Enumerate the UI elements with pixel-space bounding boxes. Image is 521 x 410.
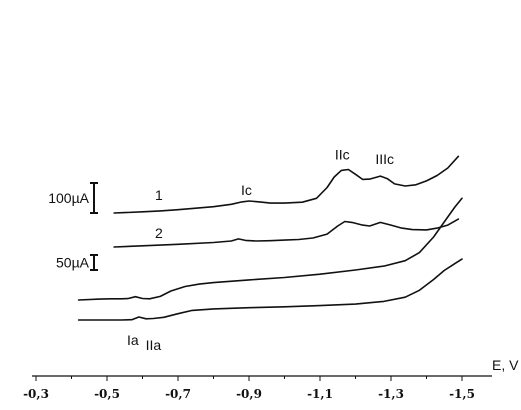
x-tick-label: -0,9 <box>236 387 262 401</box>
curve-label-2: 2 <box>155 225 163 241</box>
annotations-group: Ic IIc IIIc Ia IIa <box>127 147 394 353</box>
series-line-4 <box>77 258 463 321</box>
peak-label-iia: IIa <box>146 337 162 353</box>
x-axis: E, V -0,3 -0,5 -0,7 -0,9 -1,1 -1,3 -1,5 <box>23 357 519 401</box>
scale-bars-group: 100µA 50µA <box>48 182 98 271</box>
series-line-2 <box>113 218 460 248</box>
scale-bar-label-1: 100µA <box>48 190 89 206</box>
curve-label-1: 1 <box>155 187 163 203</box>
series-line-1 <box>113 155 460 214</box>
peak-label-ia: Ia <box>127 332 139 348</box>
x-tick-label: -1,3 <box>378 387 404 401</box>
x-tick-label: -0,5 <box>94 387 120 401</box>
x-tick-label: -1,5 <box>449 387 475 401</box>
x-tick-label: -0,3 <box>23 387 49 401</box>
x-tick-label: -0,7 <box>165 387 191 401</box>
x-axis-title: E, V <box>492 357 519 373</box>
series-line-3 <box>77 197 463 301</box>
x-tick-label: -1,1 <box>307 387 333 401</box>
peak-label-iic: IIc <box>335 147 350 163</box>
curves-group: 12 <box>77 155 463 321</box>
peak-label-iiic: IIIc <box>375 151 394 167</box>
peak-label-ic: Ic <box>241 182 252 198</box>
scale-bar-label-2: 50µA <box>56 255 90 271</box>
